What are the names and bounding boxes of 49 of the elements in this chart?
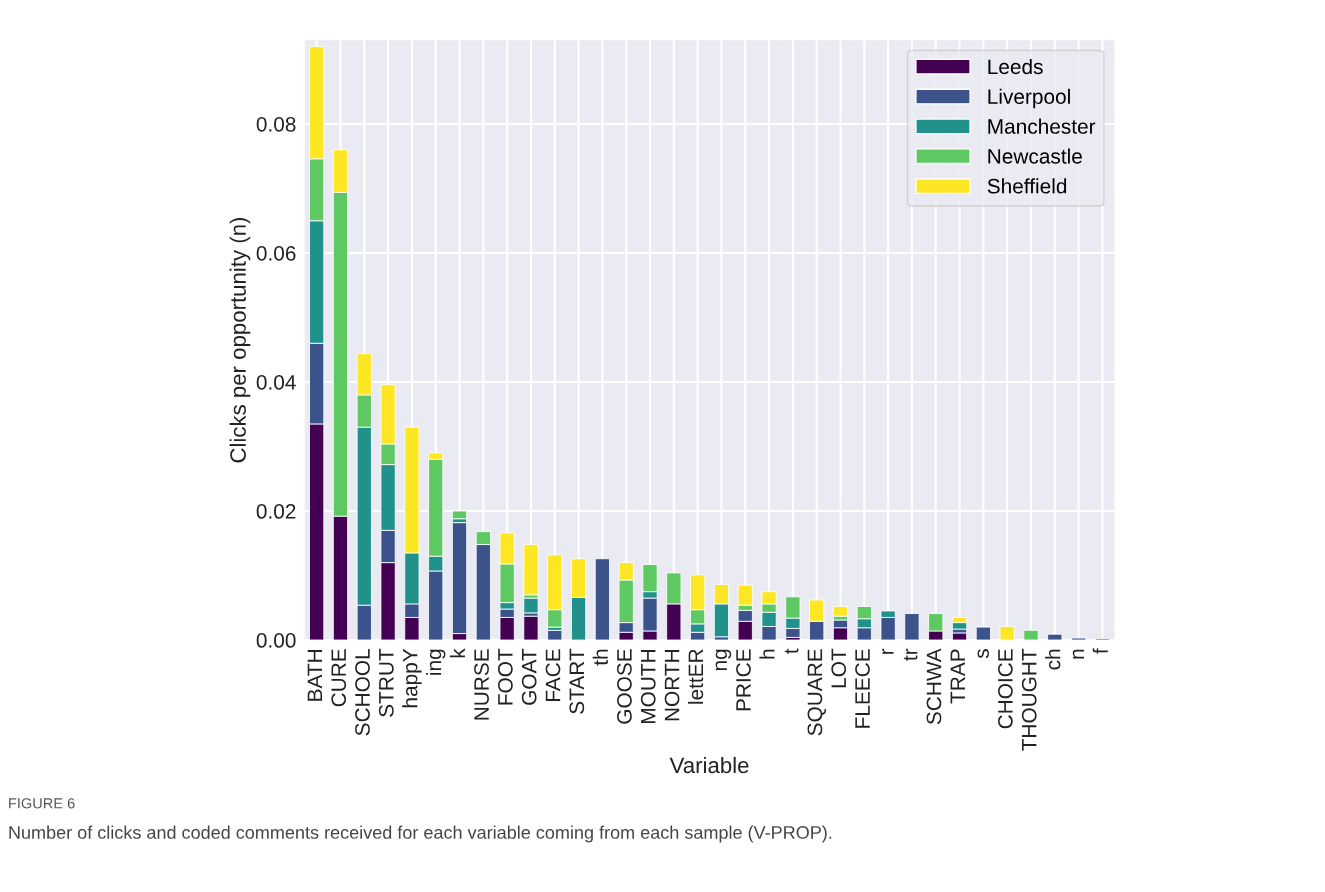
x-tick-label: ing: [426, 649, 446, 675]
x-tick-label: STRUT: [378, 648, 394, 717]
x-tick-label: k: [449, 648, 465, 658]
x-tick-label: FOOT: [497, 648, 513, 705]
x-tick-label: BATH: [307, 650, 323, 701]
x-tick-label: SCHOOL: [355, 649, 370, 736]
legend-label: Newcastle: [988, 148, 1082, 164]
x-tick-label: happY: [402, 648, 422, 708]
y-tick-label: 0.02: [256, 504, 296, 519]
y-tick-label: 0.06: [256, 246, 296, 261]
x-tick-label: SQUARE: [807, 649, 827, 736]
x-tick-label: GOAT: [521, 648, 537, 705]
x-tick-label: h: [759, 649, 775, 659]
x-tick-label: NORTH: [664, 650, 680, 721]
x-tick-label: s: [977, 649, 989, 659]
x-tick-label: tr: [903, 648, 918, 661]
y-axis-title: Clicks per opportunity (n): [229, 217, 251, 463]
y-tick-label: 0.04: [256, 375, 296, 390]
caption: FIGURE 6: [9, 798, 75, 809]
x-tick-label: LOT: [831, 648, 847, 688]
x-tick-label: th: [592, 649, 608, 666]
x-tick-label: CURE: [331, 649, 347, 707]
legend-label: Sheffield: [987, 178, 1067, 194]
bar: [523, 597, 539, 614]
x-tick-label: ch: [1045, 649, 1061, 670]
y-tick-label: 0.08: [256, 116, 296, 132]
x-tick-label: SCHWA: [926, 648, 942, 725]
x-axis-title: Variable: [669, 756, 749, 774]
x-tick-label: FLEECE: [855, 649, 870, 728]
x-tick-label: MOUTH: [640, 650, 656, 724]
x-tick-label: TRAP: [950, 649, 965, 704]
legend-label: Manchester: [988, 118, 1096, 134]
x-tick-label: GOOSE: [617, 649, 632, 724]
x-tick-label: START: [569, 648, 585, 714]
x-tick-label: r: [882, 648, 894, 654]
legend-label: Leeds: [988, 58, 1043, 75]
x-tick-label: FACE: [545, 649, 561, 702]
x-tick-label: ng: [715, 649, 732, 671]
x-tick-label: t: [784, 648, 799, 654]
y-tick-label: 0.00: [256, 633, 296, 648]
text: Number of clicks and coded comments received for each variable coming from each sample (V-PROP).: [9, 825, 832, 843]
legend-label: Liverpool: [988, 88, 1070, 109]
x-tick-label: CHOICE: [998, 649, 1013, 729]
x-tick-label: lettER: [687, 649, 704, 704]
x-tick-label: PRICE: [736, 649, 751, 711]
x-tick-label: n: [1072, 649, 1084, 659]
x-tick-label: f: [1092, 648, 1108, 654]
x-tick-label: NURSE: [474, 649, 489, 720]
x-tick-label: THOUGHT: [1021, 648, 1037, 751]
